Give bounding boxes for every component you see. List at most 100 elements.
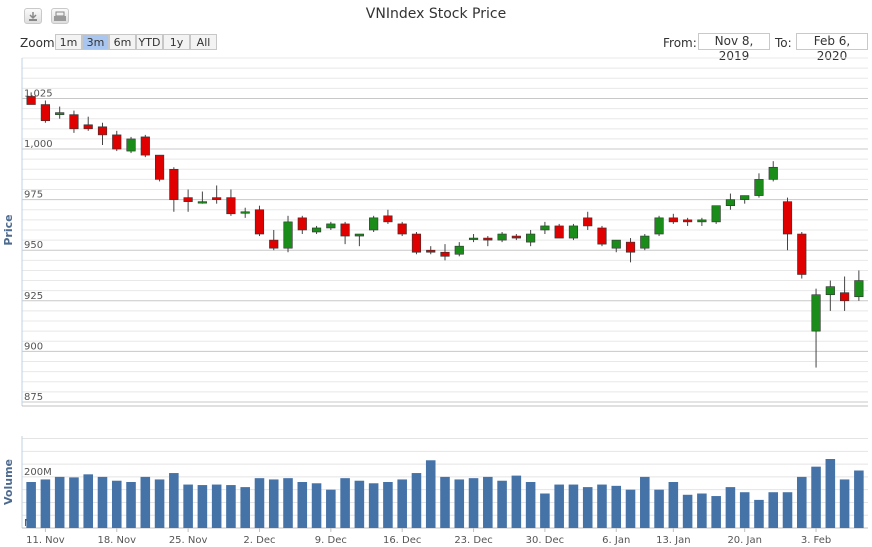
volume-bar	[483, 476, 493, 528]
candle-body	[55, 112, 65, 115]
volume-bar	[425, 460, 436, 528]
zoom-6m-button[interactable]: 6m	[109, 34, 136, 50]
zoom-3m-button[interactable]: 3m	[82, 34, 109, 50]
candle-body	[26, 96, 36, 105]
volume-bar	[725, 487, 736, 528]
volume-bar	[54, 476, 65, 528]
candle-body	[311, 227, 322, 233]
candle-body	[212, 197, 222, 200]
volume-bar	[582, 487, 593, 528]
candle-body	[183, 197, 193, 202]
chart-title: VNIndex Stock Price	[365, 6, 507, 22]
candle-body	[625, 241, 636, 253]
download-icon[interactable]	[24, 8, 42, 24]
candles	[26, 92, 864, 368]
x-tick-label: 2. Dec	[243, 535, 275, 546]
volume-bar	[454, 479, 465, 528]
candle-body	[511, 235, 521, 239]
volume-bar	[183, 484, 193, 528]
volume-bar	[340, 478, 350, 528]
volume-bar	[654, 489, 664, 528]
to-date-input[interactable]: Feb 6, 2020	[796, 33, 868, 63]
candle-body	[340, 223, 350, 237]
from-date-input[interactable]: Nov 8, 2019	[698, 33, 770, 63]
candle-body	[283, 221, 293, 249]
volume-bar	[40, 479, 51, 528]
volume-bar	[283, 478, 293, 528]
volume-bar	[126, 482, 136, 528]
x-tick-label: 11. Nov	[26, 535, 65, 546]
volume-bar	[540, 493, 550, 528]
volume-bar	[397, 479, 407, 528]
candle-body	[797, 233, 807, 275]
candle-body	[140, 136, 150, 156]
volume-bar	[597, 484, 607, 528]
candle-body	[640, 235, 650, 249]
chart-toolbar: VNIndex Stock Price Zoom 1m 3m 6m YTD 1y…	[0, 0, 872, 63]
x-tick-label: 13. Jan	[656, 535, 691, 546]
x-axis-ticks: 11. Nov 18. Nov 25. Nov 2. Dec 9. Dec 16. Dec…	[26, 528, 831, 546]
volume-bar	[297, 482, 308, 528]
candle-body	[568, 225, 579, 239]
candle-body	[711, 205, 721, 223]
zoom-all-button[interactable]: All	[190, 34, 217, 50]
candle-body	[768, 166, 778, 180]
candle-body	[40, 104, 50, 122]
to-label: To:	[775, 36, 792, 50]
x-tick-label: 20. Jan	[727, 535, 762, 546]
volume-bar	[240, 487, 250, 528]
candle-body	[526, 233, 536, 243]
volume-bar	[711, 496, 721, 528]
volume-bar	[611, 485, 622, 528]
candle-body	[112, 134, 122, 150]
volume-bar	[554, 484, 564, 528]
volume-axis-label: Volume	[2, 459, 15, 505]
candle-body	[326, 223, 336, 229]
candle-body	[269, 239, 279, 249]
candle-body	[297, 217, 307, 231]
volume-bar	[368, 483, 379, 528]
zoom-ytd-button[interactable]: YTD	[136, 34, 163, 50]
volume-bar	[169, 473, 179, 528]
candle-body	[840, 292, 850, 302]
x-tick-label: 23. Dec	[454, 535, 492, 546]
candle-body	[83, 124, 93, 130]
download-glyph	[29, 12, 37, 21]
zoom-1y-button[interactable]: 1y	[163, 34, 190, 50]
volume-bar	[525, 482, 536, 528]
zoom-1m-button[interactable]: 1m	[55, 34, 82, 50]
price-tick-label: 1,000	[24, 139, 53, 150]
candle-body	[97, 126, 108, 136]
volume-bar	[197, 485, 208, 528]
volume-bar	[754, 499, 764, 528]
print-icon[interactable]	[51, 8, 69, 24]
candle-body	[226, 197, 236, 215]
grid-lines	[21, 57, 868, 529]
x-tick-label: 18. Nov	[97, 535, 136, 546]
candle-body	[782, 201, 793, 235]
price-tick-label: 875	[24, 392, 43, 403]
volume-bar	[854, 470, 864, 528]
price-tick-label: 900	[24, 341, 43, 352]
volume-bar	[511, 475, 522, 528]
volume-bar	[839, 479, 850, 528]
volume-bar	[640, 476, 650, 528]
x-tick-label: 3. Feb	[801, 535, 831, 546]
candle-body	[697, 219, 707, 223]
price-tick-label: 950	[24, 240, 43, 251]
candle-body	[597, 227, 607, 245]
volume-bar	[668, 482, 679, 528]
x-tick-label: 9. Dec	[315, 535, 347, 546]
x-tick-label: 6. Jan	[602, 535, 630, 546]
volume-bar	[825, 459, 836, 528]
candle-body	[611, 239, 621, 249]
candle-body	[454, 245, 464, 255]
volume-bar	[211, 484, 222, 528]
candle-body	[426, 249, 436, 253]
candle-body	[583, 217, 593, 227]
volume-bar	[83, 474, 94, 528]
candle-body	[483, 237, 493, 241]
candle-body	[668, 217, 678, 223]
volume-bar	[682, 494, 693, 528]
